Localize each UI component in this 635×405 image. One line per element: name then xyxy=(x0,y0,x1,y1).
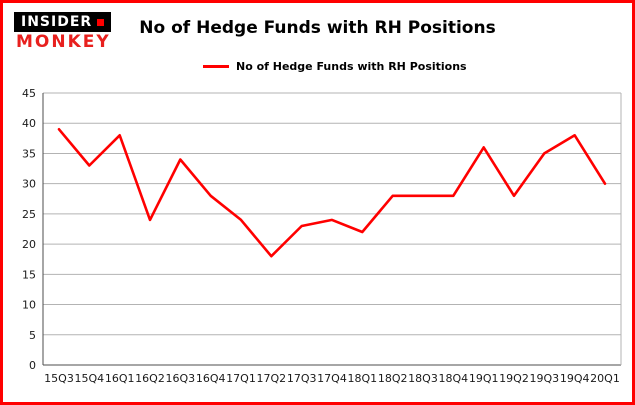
svg-text:19Q1: 19Q1 xyxy=(469,372,499,385)
svg-text:16Q1: 16Q1 xyxy=(105,372,135,385)
svg-text:35: 35 xyxy=(22,147,36,160)
chart-legend: No of Hedge Funds with RH Positions xyxy=(203,60,467,73)
logo-insider-label: INSIDER xyxy=(21,14,93,30)
legend-label: No of Hedge Funds with RH Positions xyxy=(236,60,467,73)
svg-text:15Q3: 15Q3 xyxy=(44,372,74,385)
x-axis-labels: 15Q3 15Q4 16Q1 16Q2 16Q3 16Q4 17Q1 17Q2 17Q3 17Q4… xyxy=(44,372,620,385)
svg-text:20Q1: 20Q1 xyxy=(590,372,620,385)
svg-text:10: 10 xyxy=(22,299,36,312)
svg-text:15Q4: 15Q4 xyxy=(75,372,105,385)
svg-text:25: 25 xyxy=(22,208,36,221)
svg-text:18Q1: 18Q1 xyxy=(348,372,378,385)
svg-text:17Q2: 17Q2 xyxy=(257,372,287,385)
svg-text:20: 20 xyxy=(22,238,36,251)
gridlines xyxy=(43,92,621,366)
logo-insider-text: INSIDER xyxy=(14,12,112,32)
svg-text:19Q2: 19Q2 xyxy=(499,372,529,385)
svg-text:18Q4: 18Q4 xyxy=(439,372,469,385)
svg-text:17Q4: 17Q4 xyxy=(317,372,347,385)
svg-text:17Q1: 17Q1 xyxy=(226,372,256,385)
svg-text:45: 45 xyxy=(22,87,36,100)
legend-line-icon xyxy=(203,65,229,68)
page-title: No of Hedge Funds with RH Positions xyxy=(139,18,496,38)
insider-monkey-logo: INSIDER MONKEY xyxy=(14,12,112,52)
axes xyxy=(42,93,622,366)
y-axis-labels: 0 5 10 15 20 25 30 35 40 45 xyxy=(22,87,36,372)
logo-monkey-label: MONKEY xyxy=(16,32,111,52)
logo-red-square-icon xyxy=(97,18,105,26)
svg-text:17Q3: 17Q3 xyxy=(287,372,317,385)
svg-text:18Q3: 18Q3 xyxy=(408,372,438,385)
svg-text:0: 0 xyxy=(29,359,36,372)
svg-text:16Q2: 16Q2 xyxy=(135,372,165,385)
svg-text:15: 15 xyxy=(22,268,36,281)
data-line xyxy=(57,127,607,258)
svg-text:30: 30 xyxy=(22,178,36,191)
svg-text:16Q3: 16Q3 xyxy=(166,372,196,385)
svg-text:5: 5 xyxy=(29,329,36,342)
svg-text:19Q4: 19Q4 xyxy=(560,372,590,385)
svg-text:19Q3: 19Q3 xyxy=(530,372,560,385)
svg-text:18Q2: 18Q2 xyxy=(378,372,408,385)
svg-text:16Q4: 16Q4 xyxy=(196,372,226,385)
svg-text:40: 40 xyxy=(22,117,36,130)
